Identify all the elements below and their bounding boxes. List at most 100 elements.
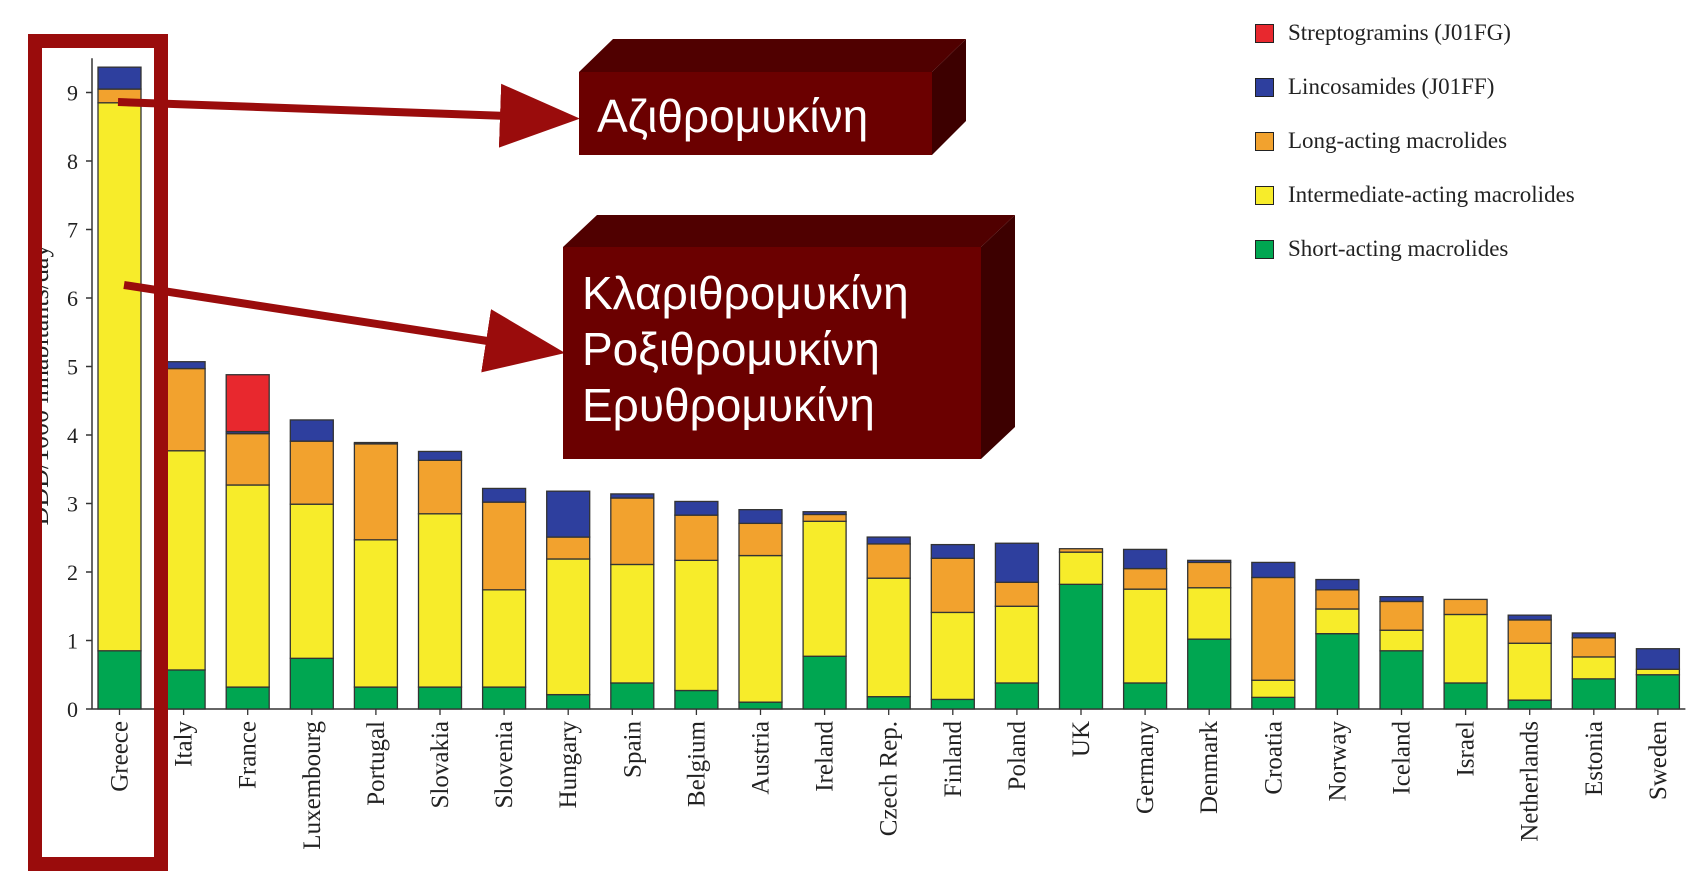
bar-segment [674,559,719,692]
bar-segment [225,686,270,710]
callout-other-macrolides-text: Κλαριθρομυκίνη Ροξιθρομυκίνη Ερυθρομυκίνη [582,267,909,431]
bar-segment [289,419,334,442]
bar-segment [1187,561,1232,589]
callout-azithromycin-text: Αζιθρομυκίνη [597,90,868,142]
bar-segment [1379,596,1424,603]
bar-segment [1635,668,1681,676]
bar-segment [161,450,206,671]
bar-segment [289,657,334,710]
bar-segment [1571,632,1616,639]
callout-line: Αζιθρομυκίνη [597,90,868,142]
bar-segment [1251,679,1296,699]
legend-item: Lincosamides (J01FF) [1255,60,1575,114]
x-tick-label: France [235,721,262,789]
bar-segment [674,514,719,562]
bar-segment [1058,548,1104,553]
bar-segment [417,450,463,461]
bar-segment [610,497,655,566]
bar-segment [417,686,463,710]
bar-segment [1635,674,1681,710]
legend-swatch [1255,77,1274,97]
greece-highlight-box [28,34,168,871]
bar-segment [1507,619,1552,644]
bar-segment [1507,614,1552,621]
bar-segment [930,611,975,701]
bar-segment [1251,576,1296,681]
bar-segment [1571,678,1616,710]
bar-segment [930,557,975,614]
bar-segment [1507,642,1552,701]
bar-segment [546,693,591,710]
bar-segment [1058,551,1104,585]
y-tick-label: 6 [67,286,78,311]
x-tick-label: Ireland [812,721,839,792]
callout-line: Κλαριθρομυκίνη [582,267,909,319]
bar-segment [546,536,591,560]
bar-segment [738,509,783,525]
legend-label: Streptogramins (J01FG) [1288,20,1511,45]
x-tick-label: Luxembourg [299,721,326,850]
bar-segment [353,441,399,445]
x-tick-label: Croatia [1260,721,1287,795]
bar-segment [1122,548,1168,570]
x-tick-label: Iceland [1389,721,1416,795]
bar-segment [802,655,847,710]
bar-segment [1507,699,1552,710]
bar-segment [994,605,1040,684]
y-tick-label: 2 [67,560,78,585]
x-tick-label: Denmark [1196,721,1223,815]
x-tick-label: Italy [171,721,198,767]
bar-segment [1635,648,1681,670]
bar-segment [1379,629,1424,652]
bar-segment [546,490,591,538]
bar-segment [1571,637,1616,658]
x-tick-label: Norway [1324,721,1351,802]
bar-segment [1315,589,1360,610]
legend-swatch [1255,185,1274,205]
bar-segment [1187,559,1232,564]
x-tick-label: Finland [940,721,967,798]
bar-segment [1379,600,1424,631]
bar-segment [866,577,911,698]
x-tick-label: Poland [1004,721,1031,791]
bar-segment [738,701,783,710]
bar-segment [1443,682,1488,710]
bar-segment [610,682,655,710]
bar-segment [674,689,719,710]
y-tick-label: 8 [67,149,78,174]
bar-segment [738,554,783,703]
legend-swatch [1255,239,1274,259]
bar-segment [1379,650,1424,710]
x-tick-label: Estonia [1581,721,1608,796]
x-tick-label: UK [1068,721,1095,757]
legend-item: Short-acting macrolides [1255,222,1575,276]
bar-segment [1443,598,1488,616]
bar-segment [289,503,334,659]
bar-segment [481,686,527,710]
y-tick-label: 7 [67,218,78,243]
callout-other-macrolides: Κλαριθρομυκίνη Ροξιθρομυκίνη Ερυθρομυκίνη [563,215,1015,459]
y-tick-label: 0 [67,697,78,722]
callout-azithromycin: Αζιθρομυκίνη [579,39,966,155]
bar-segment [97,650,142,710]
callout-line: Ερυθρομυκίνη [582,379,875,431]
legend-item: Long-acting macrolides [1255,114,1575,168]
arrow-other-macrolides [123,281,566,373]
legend-label: Long-acting macrolides [1288,128,1508,153]
x-tick-label: Slovakia [427,721,454,809]
bar-segment [353,539,399,688]
bar-segment [1187,638,1232,710]
bar-segment [161,669,206,710]
bar-segment [1122,567,1168,590]
legend-label: Lincosamides (J01FF) [1288,74,1495,99]
bar-segment [866,696,911,710]
y-tick-label: 3 [67,492,78,517]
bar-segment [97,66,142,90]
bar-segment [97,102,142,652]
x-tick-label: Spain [619,721,646,778]
x-tick-label: Hungary [555,721,582,809]
bar-segment [738,522,783,557]
bar-segment [353,686,399,710]
arrow-azithromycin [117,83,580,148]
bar-segment [481,501,527,591]
